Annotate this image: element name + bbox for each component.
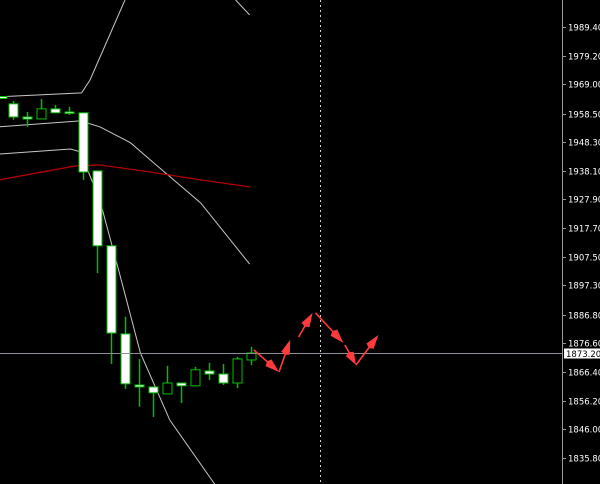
arrow — [314, 312, 344, 343]
arrow — [344, 344, 356, 366]
forecast-arrows — [253, 312, 379, 373]
candle-body — [190, 369, 201, 387]
price-tick-label: 1846.00 — [568, 426, 600, 436]
arrow-icon — [301, 312, 313, 328]
candle-body — [134, 384, 145, 388]
arrow — [253, 349, 279, 373]
candle-body — [246, 352, 257, 361]
arrow-icon — [366, 335, 379, 349]
indicator-lines — [0, 0, 250, 484]
price-tick-label: 1948.30 — [568, 139, 600, 149]
candle — [134, 358, 145, 407]
candle-body — [106, 245, 117, 334]
arrow-shaft — [314, 312, 335, 334]
price-tick-label: 1876.60 — [568, 340, 600, 350]
candle — [246, 346, 257, 366]
candle-body — [36, 108, 47, 120]
candle — [92, 170, 103, 274]
price-tick-label: 1938.10 — [568, 168, 600, 178]
arrow-shaft — [355, 345, 371, 366]
candle-body — [162, 382, 173, 395]
candle-body — [176, 382, 187, 387]
marker-lines — [0, 0, 562, 484]
price-axis[interactable]: 1989.40 1979.20 1969.00 1958.50 1948.30 1938.… — [562, 0, 600, 484]
upper-band-line — [0, 0, 126, 98]
arrow — [278, 339, 291, 373]
candle — [22, 111, 33, 127]
arrow-shaft — [297, 324, 307, 338]
price-tick-label: 1866.40 — [568, 369, 600, 379]
candle-body — [218, 373, 229, 384]
arrow-icon — [330, 329, 344, 343]
price-tick-label: 1979.20 — [568, 53, 600, 63]
candle — [218, 363, 229, 385]
candle-body — [120, 333, 131, 385]
candle-body — [148, 386, 159, 394]
candle-body — [50, 108, 61, 114]
candle — [64, 106, 75, 116]
candle — [176, 382, 187, 403]
candle-body — [78, 112, 89, 173]
arrow-icon — [265, 359, 279, 373]
price-tick-label: 1927.90 — [568, 196, 600, 206]
candle — [204, 362, 215, 380]
candles — [0, 96, 257, 417]
candle — [190, 366, 201, 387]
candle — [120, 316, 131, 389]
price-tick-label: 1897.30 — [568, 282, 600, 292]
candle — [36, 99, 47, 120]
arrow-shaft — [253, 349, 270, 364]
price-tick-label: 1958.50 — [568, 111, 600, 121]
arrow-shaft — [278, 352, 287, 373]
price-tick-label: 1989.40 — [568, 24, 600, 34]
arrow — [297, 312, 313, 338]
candle-body — [22, 116, 33, 120]
arrow-icon — [345, 351, 356, 366]
candle-body — [232, 358, 243, 384]
candle — [8, 101, 19, 120]
candle-body — [0, 96, 8, 99]
candle-body — [64, 111, 75, 114]
price-tick-label: 1917.70 — [568, 225, 600, 235]
candle — [50, 104, 61, 114]
price-tick-label: 1969.00 — [568, 81, 600, 91]
upper-band-2-line — [235, 0, 250, 16]
candle-body — [204, 370, 215, 375]
arrow — [355, 335, 379, 366]
candle — [0, 96, 8, 99]
candle — [148, 386, 159, 417]
middle-band-line — [0, 120, 250, 265]
candle-body — [92, 170, 103, 247]
arrow-icon — [281, 339, 291, 355]
candle — [106, 245, 117, 364]
moving-average-line — [0, 164, 250, 188]
price-tick-label: 1907.50 — [568, 254, 600, 264]
lower-band-line — [0, 148, 216, 484]
candle — [232, 356, 243, 389]
price-tick-label: 1856.20 — [568, 398, 600, 408]
price-tick-label: 1835.80 — [568, 455, 600, 465]
candle-body — [8, 103, 19, 118]
candle — [78, 112, 89, 180]
current-price-label: 1873.20 — [566, 350, 600, 360]
current-price-badge — [564, 348, 600, 359]
price-tick-label: 1886.80 — [568, 312, 600, 322]
candle — [162, 365, 173, 395]
